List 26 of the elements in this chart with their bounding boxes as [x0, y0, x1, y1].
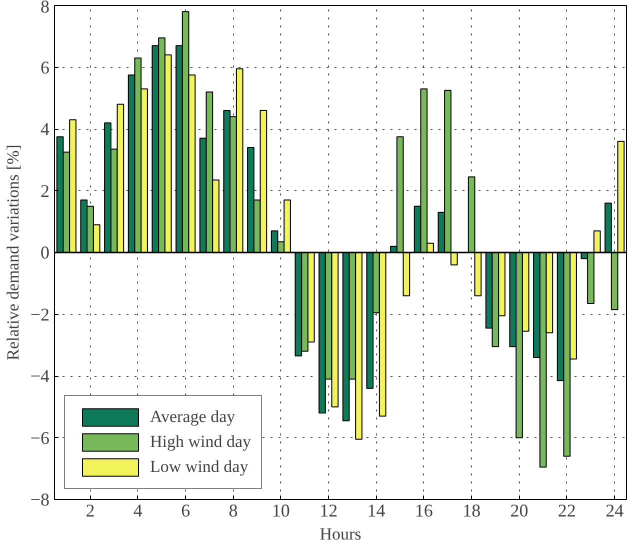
x-tick-label: 18	[462, 500, 481, 520]
x-tick-label: 8	[228, 500, 238, 520]
x-axis-title: Hours	[320, 524, 362, 544]
y-tick-label: −2	[30, 304, 50, 324]
y-tick-label: 6	[40, 57, 50, 78]
x-tick-label: 10	[272, 500, 290, 520]
y-tick-label: 8	[40, 0, 50, 16]
legend-label: Average day	[150, 407, 236, 427]
x-tick-label: 6	[181, 500, 190, 520]
x-tick-label: 2	[86, 500, 95, 520]
y-tick-label: 2	[40, 180, 50, 201]
x-tick-label: 20	[510, 500, 528, 520]
y-tick-label: −4	[30, 366, 50, 386]
y-tick-label: 0	[40, 242, 50, 262]
y-tick-label: −6	[30, 428, 50, 448]
legend-label: High wind day	[150, 432, 252, 452]
y-tick-label: −8	[30, 490, 50, 510]
x-tick-label: 16	[414, 500, 433, 520]
y-tick-label: 4	[40, 119, 50, 139]
x-tick-label: 14	[367, 500, 386, 520]
x-tick-label: 12	[320, 500, 338, 520]
legend-label: Low wind day	[150, 457, 248, 477]
x-tick-label: 24	[606, 500, 624, 520]
x-tick-label: 22	[558, 500, 576, 520]
x-tick-label: 4	[133, 500, 142, 520]
y-axis-title: Relative demand variations [%]	[3, 144, 22, 360]
